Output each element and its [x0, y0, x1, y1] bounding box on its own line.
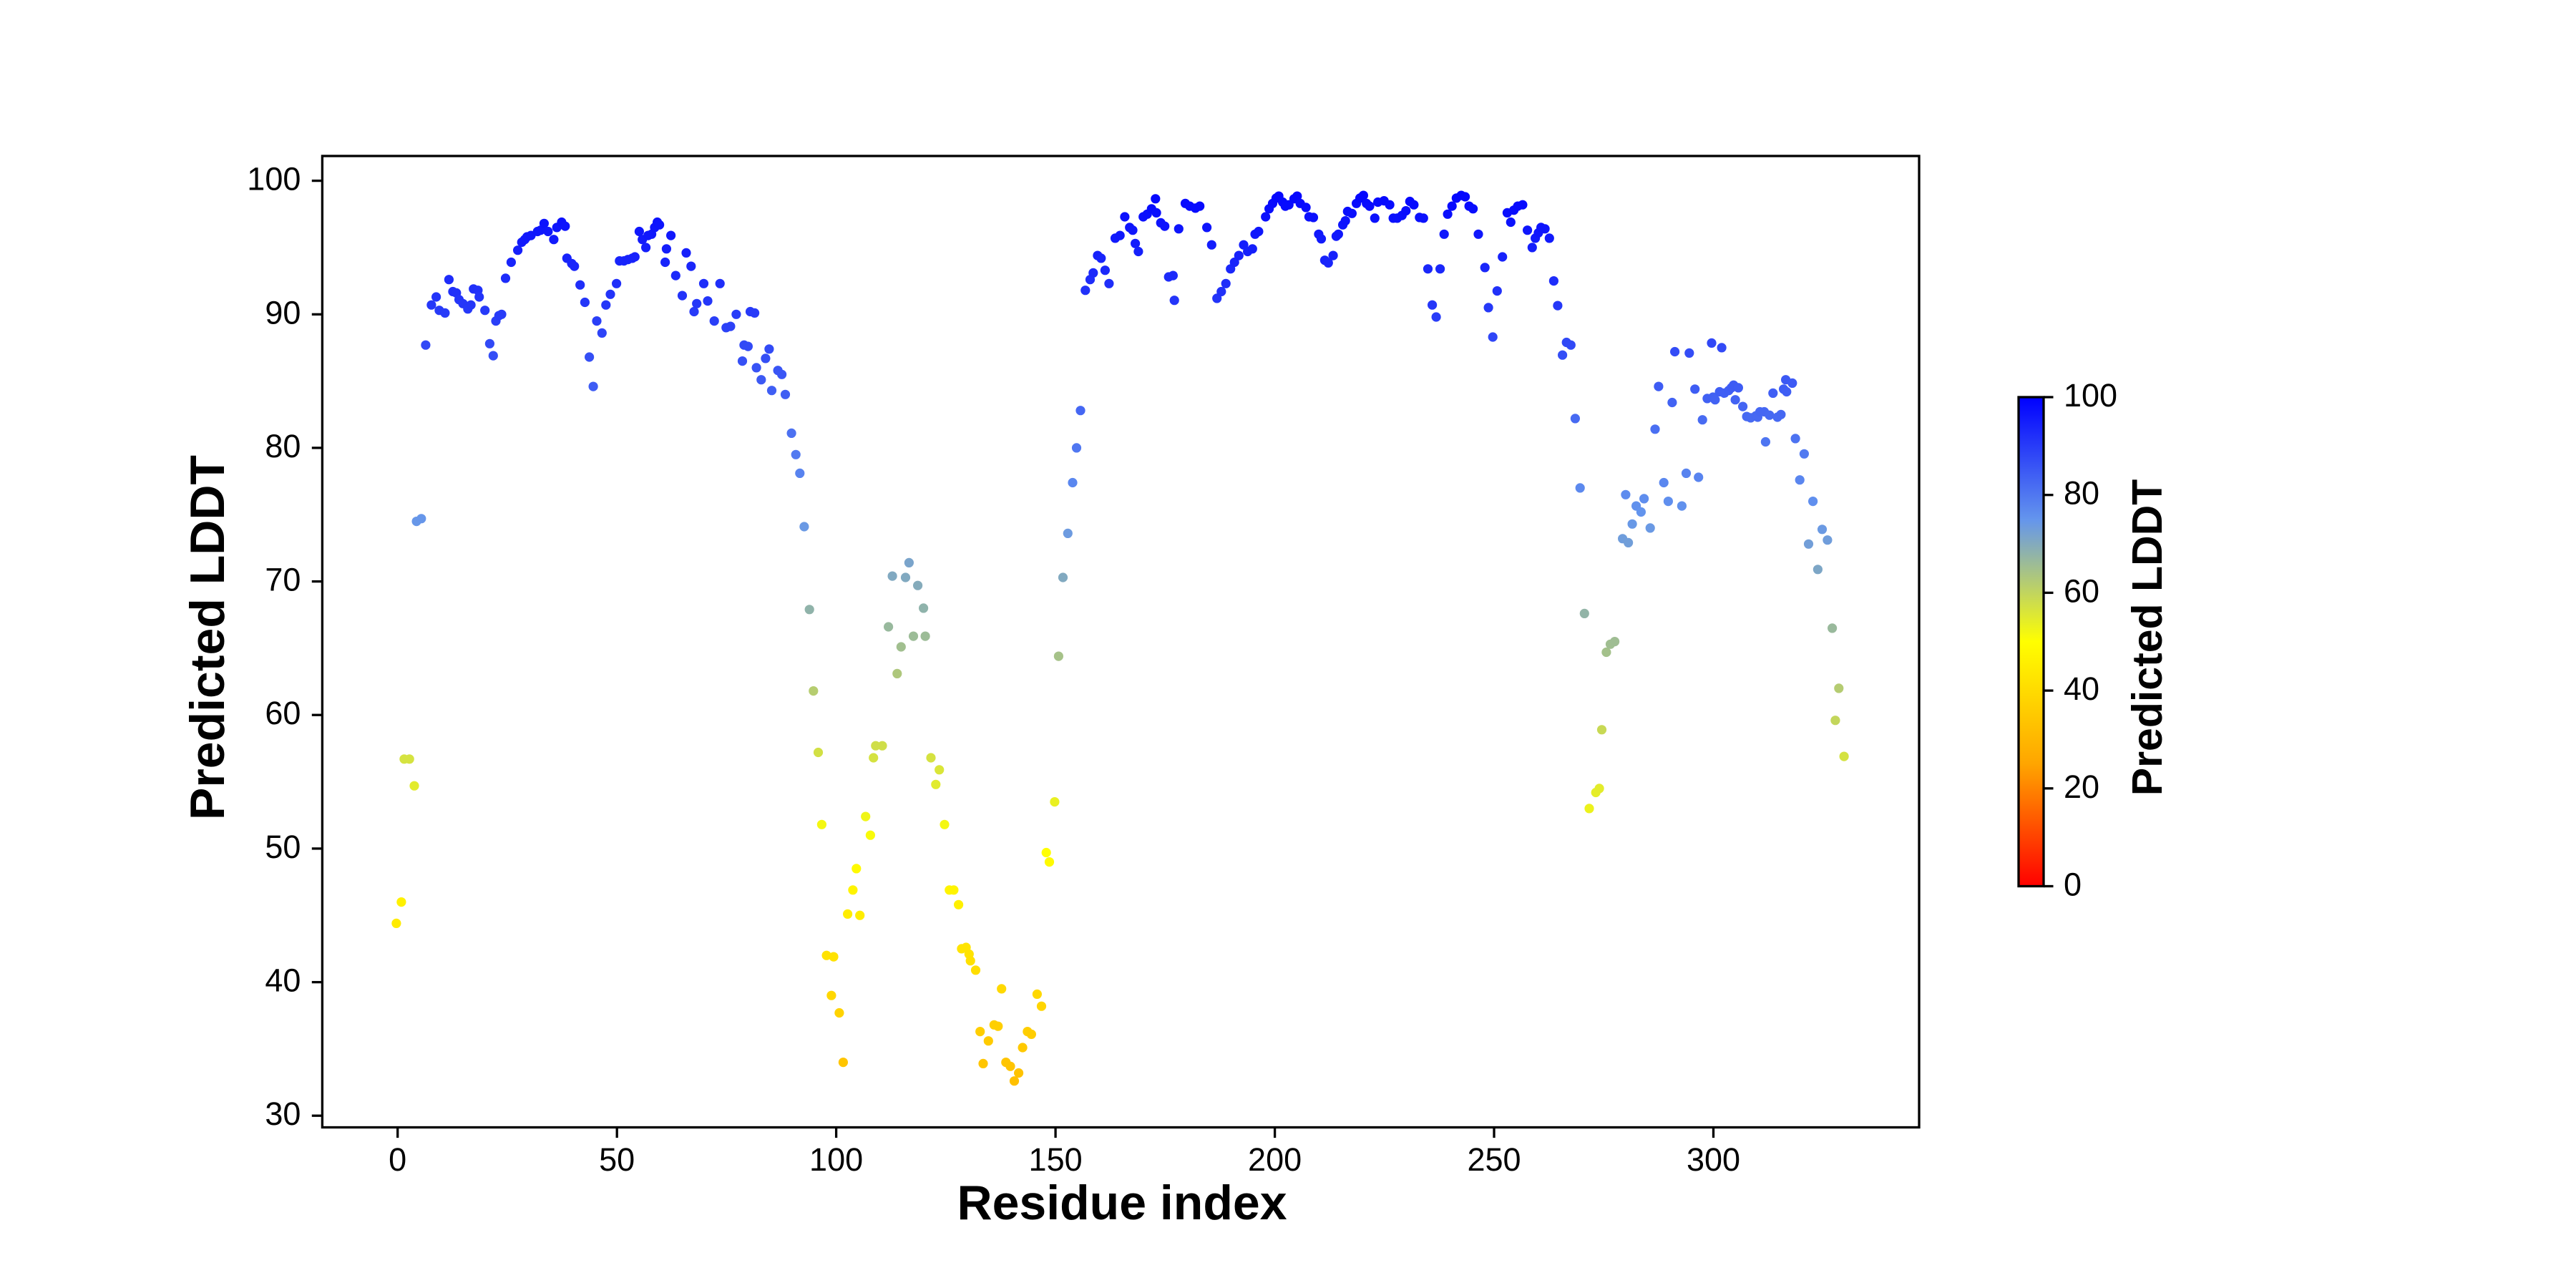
svg-text:90: 90 — [265, 294, 301, 331]
svg-text:60: 60 — [265, 695, 301, 731]
svg-text:150: 150 — [1029, 1141, 1083, 1178]
svg-text:250: 250 — [1467, 1141, 1521, 1178]
svg-text:0: 0 — [389, 1141, 406, 1178]
svg-text:100: 100 — [2064, 377, 2117, 414]
svg-text:50: 50 — [265, 829, 301, 865]
svg-text:100: 100 — [809, 1141, 863, 1178]
svg-text:0: 0 — [2064, 867, 2082, 903]
svg-text:30: 30 — [265, 1096, 301, 1132]
svg-text:200: 200 — [1248, 1141, 1302, 1178]
svg-text:Predicted LDDT: Predicted LDDT — [180, 455, 235, 820]
svg-text:60: 60 — [2064, 572, 2099, 609]
svg-text:40: 40 — [265, 962, 301, 999]
svg-text:40: 40 — [2064, 670, 2099, 707]
svg-text:20: 20 — [2064, 769, 2099, 805]
svg-text:70: 70 — [265, 562, 301, 598]
svg-text:Predicted LDDT: Predicted LDDT — [2124, 479, 2171, 796]
svg-text:300: 300 — [1687, 1141, 1740, 1178]
svg-text:100: 100 — [247, 161, 301, 197]
svg-text:Residue index: Residue index — [957, 1176, 1287, 1230]
svg-text:50: 50 — [599, 1141, 635, 1178]
svg-text:80: 80 — [265, 428, 301, 464]
svg-text:80: 80 — [2064, 475, 2099, 512]
